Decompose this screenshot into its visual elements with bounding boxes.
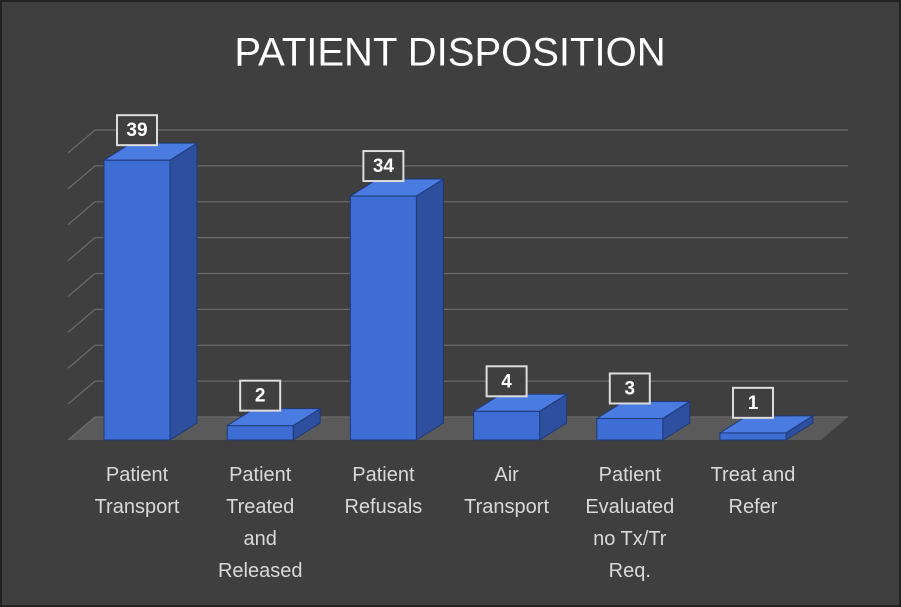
- data-label-box: [485, 365, 528, 398]
- data-label: 1: [748, 393, 759, 414]
- x-tick-label: Patient Evaluated no Tx/Tr Req.: [585, 464, 674, 582]
- data-label: 3: [625, 378, 636, 399]
- bar-top: [595, 400, 692, 419]
- grid-line: [67, 380, 848, 405]
- bar-side: [169, 142, 198, 441]
- bar: [102, 142, 199, 441]
- grid-line: [67, 165, 848, 190]
- bar: [348, 178, 446, 441]
- bar-top: [102, 142, 199, 161]
- data-label: 34: [373, 156, 395, 177]
- x-tick-label: Patient Treated and Released: [218, 464, 303, 582]
- data-label: 39: [126, 120, 147, 141]
- bar-front: [103, 159, 171, 441]
- grid-line: [67, 272, 848, 297]
- bar: [471, 393, 569, 441]
- x-tick-label: Air Transport: [464, 464, 549, 518]
- x-tick-label: Patient Transport: [95, 464, 180, 518]
- bar-front: [719, 432, 787, 441]
- chart-title: PATIENT DISPOSITION: [234, 31, 665, 75]
- bar-front: [349, 195, 417, 441]
- data-label: 4: [501, 371, 512, 392]
- data-label-box: [362, 150, 405, 183]
- data-label-box: [116, 114, 158, 147]
- bar-top: [718, 415, 815, 434]
- grid-line: [67, 237, 848, 262]
- grid-line: [67, 201, 848, 226]
- bar-front: [596, 417, 664, 441]
- bar-top: [471, 393, 569, 412]
- bar: [718, 414, 815, 441]
- data-label-box: [608, 372, 651, 405]
- grid-line: [67, 129, 848, 154]
- bar-front: [226, 425, 294, 441]
- bar: [225, 407, 322, 441]
- data-label: 2: [255, 386, 266, 407]
- bar-front: [473, 410, 541, 441]
- bar: [595, 400, 692, 441]
- bar-top: [225, 408, 322, 427]
- grid-line: [67, 308, 848, 333]
- bar-side: [415, 178, 444, 441]
- bar-top: [348, 178, 446, 197]
- x-tick-label: Treat and Refer: [711, 464, 796, 518]
- data-label-box: [732, 386, 774, 419]
- x-tick-label: Patient Refusals: [344, 464, 422, 518]
- grid-line: [67, 344, 848, 369]
- data-label-box: [239, 379, 282, 412]
- grid-line: [67, 416, 848, 441]
